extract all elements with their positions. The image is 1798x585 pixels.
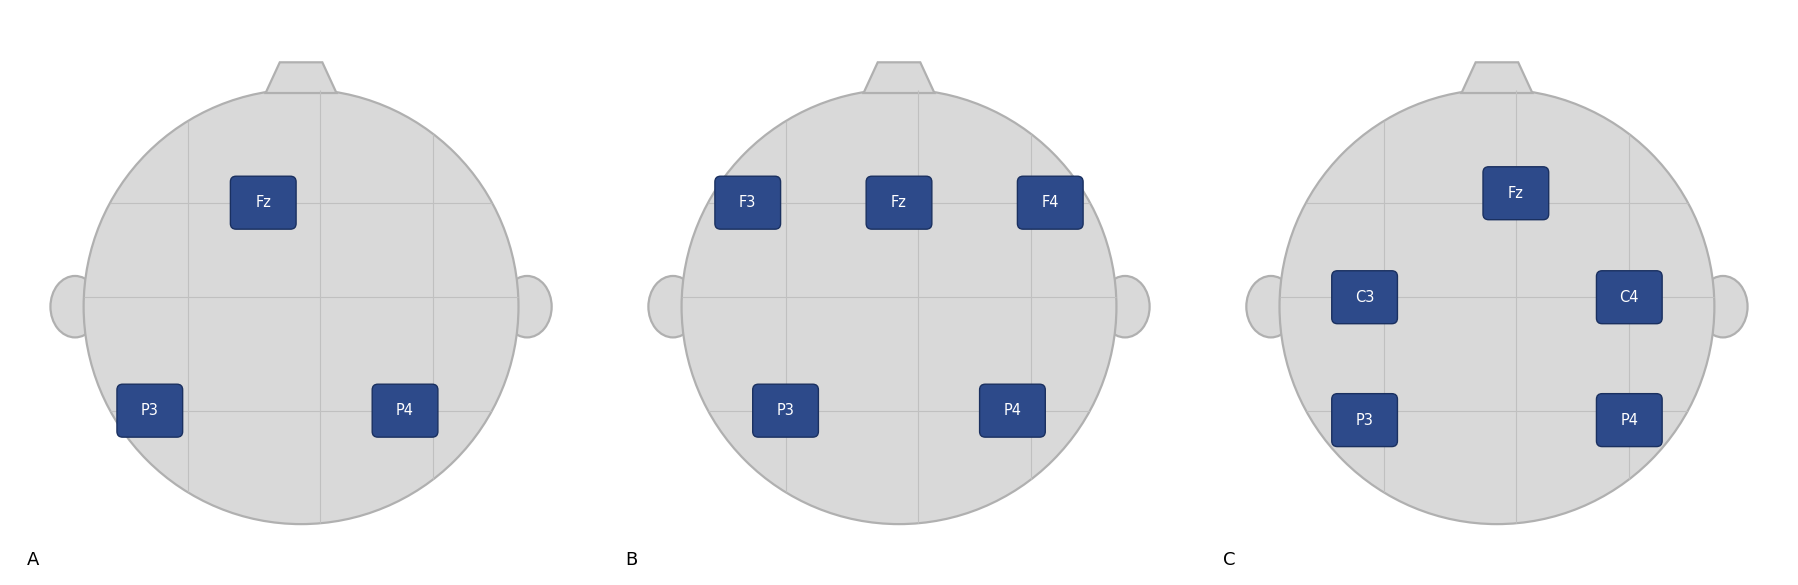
Text: Fz: Fz (892, 195, 906, 210)
FancyBboxPatch shape (1332, 394, 1397, 446)
Text: P3: P3 (777, 403, 795, 418)
Text: P4: P4 (396, 403, 414, 418)
FancyBboxPatch shape (753, 384, 818, 437)
Circle shape (1280, 90, 1713, 524)
Polygon shape (1462, 63, 1532, 93)
Circle shape (681, 90, 1117, 524)
Ellipse shape (649, 276, 698, 338)
Text: F3: F3 (739, 195, 757, 210)
Text: F4: F4 (1041, 195, 1059, 210)
FancyBboxPatch shape (716, 176, 780, 229)
Text: C: C (1223, 551, 1235, 569)
Ellipse shape (502, 276, 552, 338)
Text: A: A (27, 551, 40, 569)
Text: Fz: Fz (255, 195, 271, 210)
FancyBboxPatch shape (117, 384, 183, 437)
Ellipse shape (1246, 276, 1296, 338)
FancyBboxPatch shape (1018, 176, 1082, 229)
Polygon shape (266, 63, 336, 93)
FancyBboxPatch shape (1332, 271, 1397, 324)
FancyBboxPatch shape (1483, 167, 1548, 220)
Text: P3: P3 (1356, 412, 1374, 428)
Text: P3: P3 (140, 403, 158, 418)
Ellipse shape (1100, 276, 1149, 338)
Text: B: B (626, 551, 636, 569)
FancyBboxPatch shape (1597, 394, 1661, 446)
FancyBboxPatch shape (1597, 271, 1661, 324)
FancyBboxPatch shape (980, 384, 1045, 437)
Text: C3: C3 (1356, 290, 1374, 305)
Polygon shape (863, 63, 935, 93)
FancyBboxPatch shape (230, 176, 297, 229)
FancyBboxPatch shape (372, 384, 439, 437)
Text: C4: C4 (1620, 290, 1640, 305)
Ellipse shape (1699, 276, 1748, 338)
FancyBboxPatch shape (867, 176, 931, 229)
Text: Fz: Fz (1509, 186, 1523, 201)
Text: P4: P4 (1003, 403, 1021, 418)
Text: P4: P4 (1620, 412, 1638, 428)
Circle shape (85, 90, 518, 524)
Ellipse shape (50, 276, 99, 338)
